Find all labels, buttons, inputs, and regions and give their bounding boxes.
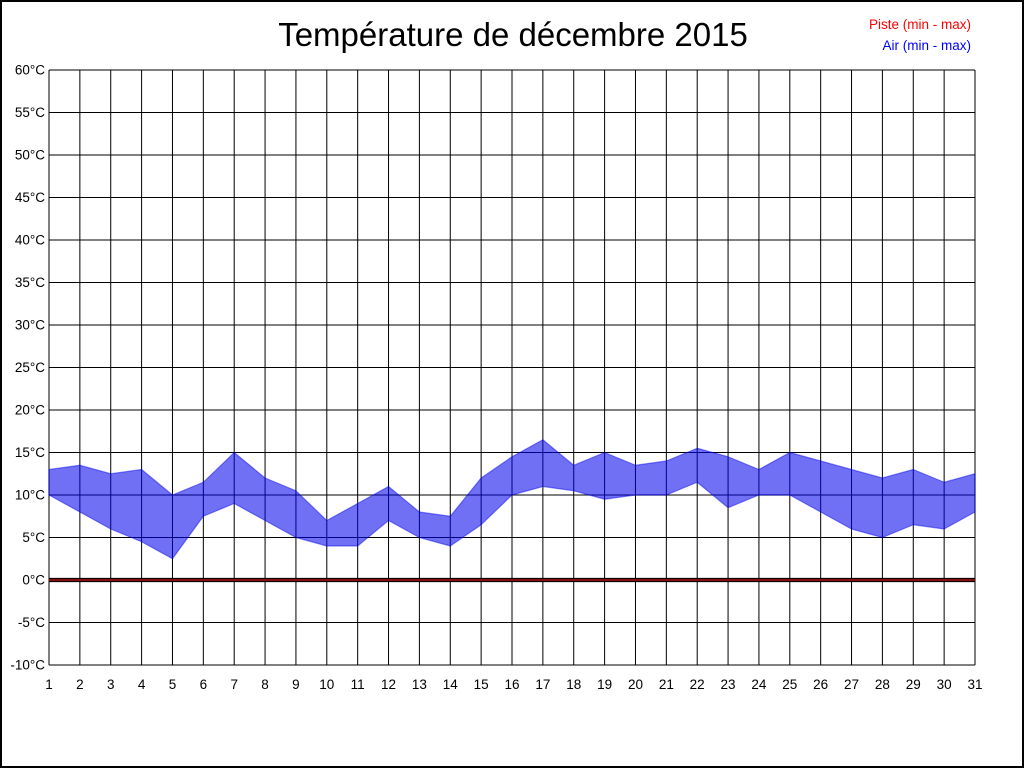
x-tick-label: 1 <box>45 677 53 692</box>
x-tick-label: 13 <box>412 677 427 692</box>
y-tick-label: 25°C <box>15 360 45 375</box>
air-minmax-band <box>48 439 976 560</box>
x-tick-label: 27 <box>844 677 859 692</box>
y-tick-label: 50°C <box>15 148 45 163</box>
x-tick-label: 20 <box>628 677 643 692</box>
x-tick-label: 21 <box>659 677 674 692</box>
grid <box>48 69 976 666</box>
x-tick-label: 28 <box>875 677 890 692</box>
x-tick-label: 24 <box>751 677 767 692</box>
y-tick-label: 15°C <box>15 445 45 460</box>
y-tick-label: 35°C <box>15 275 45 290</box>
x-tick-label: 8 <box>261 677 269 692</box>
y-tick-label: 20°C <box>15 403 45 418</box>
x-tick-label: 26 <box>813 677 828 692</box>
x-tick-label: 29 <box>906 677 921 692</box>
x-tick-label: 19 <box>597 677 612 692</box>
x-tick-label: 6 <box>200 677 208 692</box>
x-tick-label: 15 <box>474 677 489 692</box>
y-tick-label: 0°C <box>22 573 45 588</box>
legend-item-air: Air (min - max) <box>869 35 972 56</box>
x-tick-label: 31 <box>967 677 982 692</box>
x-tick-label: 2 <box>76 677 84 692</box>
y-tick-label: 60°C <box>15 63 45 78</box>
legend-air-label: Air (min - max) <box>882 38 972 53</box>
y-tick-label: 10°C <box>15 488 45 503</box>
x-tick-label: 22 <box>690 677 705 692</box>
x-tick-label: 25 <box>782 677 797 692</box>
x-axis-labels: 1 2 3 4 5 6 7 8 9 10 11 12 13 14 15 16 17 18 19 20 21 22 23 24 2… <box>45 677 982 692</box>
chart-title: Température de décembre 2015 <box>278 16 748 53</box>
x-tick-label: 5 <box>169 677 177 692</box>
y-tick-label: -5°C <box>18 615 45 630</box>
x-tick-label: 18 <box>566 677 581 692</box>
y-tick-label: 40°C <box>15 233 45 248</box>
y-tick-label: -10°C <box>10 658 45 673</box>
x-tick-label: 14 <box>443 677 459 692</box>
x-tick-label: 9 <box>292 677 300 692</box>
x-tick-label: 16 <box>504 677 519 692</box>
x-tick-label: 11 <box>351 677 365 692</box>
x-tick-label: 4 <box>138 677 146 692</box>
legend: Piste (min - max) Air (min - max) <box>869 14 971 56</box>
legend-item-piste: Piste (min - max) <box>869 14 971 35</box>
x-tick-label: 10 <box>319 677 334 692</box>
x-tick-label: 30 <box>937 677 952 692</box>
x-tick-label: 7 <box>230 677 238 692</box>
y-tick-label: 45°C <box>15 190 45 205</box>
y-axis-labels: 60°C 55°C 50°C 45°C 40°C 35°C 30°C 25°C 20°C 15°C… <box>10 63 45 673</box>
y-tick-label: 5°C <box>22 530 45 545</box>
x-tick-label: 12 <box>381 677 396 692</box>
x-tick-label: 23 <box>721 677 736 692</box>
legend-piste-label: Piste (min - max) <box>868 17 971 32</box>
x-tick-label: 17 <box>535 677 550 692</box>
y-tick-label: 55°C <box>15 105 45 120</box>
y-tick-label: 30°C <box>15 318 45 333</box>
x-tick-label: 3 <box>107 677 115 692</box>
